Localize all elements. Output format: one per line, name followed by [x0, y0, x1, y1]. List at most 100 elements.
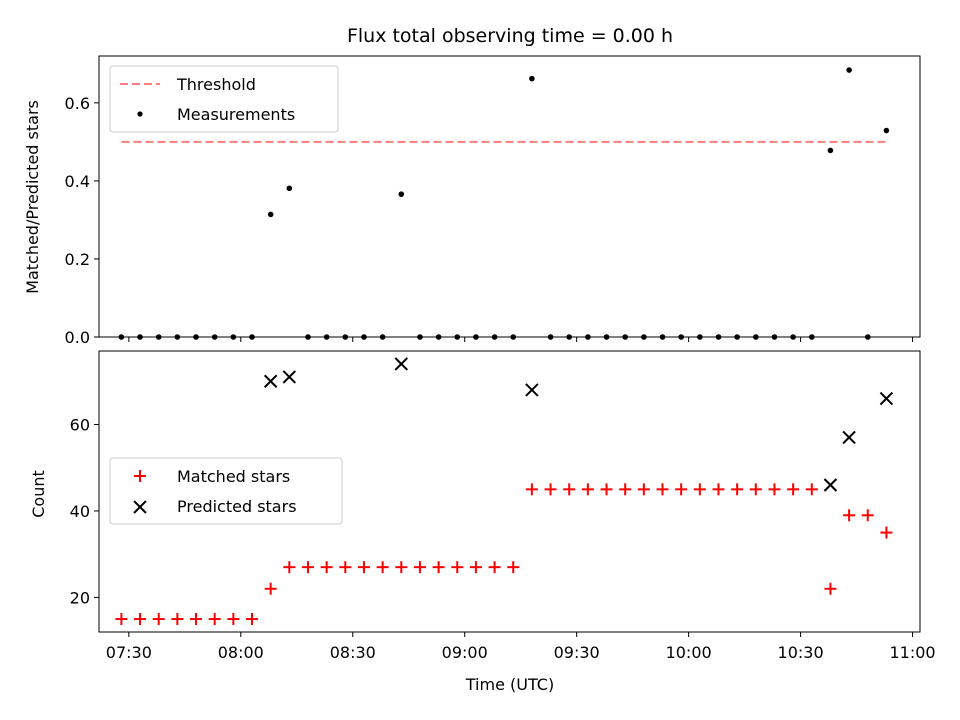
measurement-point — [864, 334, 871, 340]
measurement-point — [118, 334, 125, 340]
matched-star-point — [525, 483, 538, 496]
count-panel: 20 40 60 Count Matched stars Predicted sta… — [29, 350, 921, 633]
measurement-point — [193, 334, 199, 340]
matched-star-point — [320, 561, 333, 574]
x-tick-label: 07:30 — [106, 643, 152, 662]
x-tick-label: 09:00 — [442, 643, 488, 662]
x-axis: 07:30 08:00 08:30 09:00 09:30 10:00 10:30 11:00 — [106, 337, 936, 662]
measurement-point — [734, 334, 740, 340]
matched-star-point — [432, 561, 445, 574]
measurement-point — [827, 147, 834, 154]
measurement-point — [305, 334, 311, 340]
measurement-point — [883, 127, 890, 134]
matched-star-point — [880, 526, 893, 539]
measurement-point — [454, 334, 461, 340]
measurement-point — [249, 334, 255, 340]
legend-predicted-swatch — [133, 500, 147, 514]
measurement-point — [137, 334, 143, 340]
measurement-point — [715, 334, 722, 340]
measurement-point — [603, 334, 610, 340]
matched-star-point — [190, 613, 203, 626]
predicted-star-point — [879, 391, 894, 406]
measurement-point — [659, 334, 666, 340]
ratio-legend-box — [109, 65, 339, 133]
measurement-point — [622, 334, 628, 340]
measurement-point — [398, 191, 405, 197]
measurement-point — [566, 334, 573, 340]
measurement-point — [155, 334, 162, 340]
legend-measurements-swatch — [137, 111, 143, 117]
matched-star-point — [376, 561, 389, 574]
measurement-point — [342, 334, 349, 340]
measurement-point — [547, 334, 554, 340]
legend-matched-label: Matched stars — [177, 467, 290, 486]
measurement-point — [211, 334, 218, 340]
measurement-point — [323, 334, 330, 340]
measurement-point — [435, 334, 442, 340]
measurement-point — [361, 334, 367, 340]
matched-star-point — [301, 561, 314, 574]
measurement-point — [846, 67, 852, 73]
matched-star-point — [637, 483, 650, 496]
legend-predicted-label: Predicted stars — [177, 497, 297, 516]
x-tick-label: 10:00 — [666, 643, 712, 662]
count-y-tick-label: 20 — [70, 588, 90, 607]
x-tick-label: 11:00 — [889, 643, 935, 662]
matched-star-point — [357, 561, 370, 574]
matched-star-point — [227, 613, 240, 626]
measurement-point — [230, 334, 237, 340]
matched-star-point — [619, 483, 632, 496]
measurement-point — [174, 334, 181, 340]
legend-measurements-label: Measurements — [177, 105, 295, 124]
measurement-point — [529, 75, 535, 82]
ratio-panel: 0.0 0.2 0.4 0.6 Matched/Predicted stars Thr… — [23, 55, 921, 347]
matched-star-point — [693, 483, 706, 496]
ratio-legend: Threshold Measurements — [109, 65, 339, 133]
matched-star-point — [134, 613, 147, 626]
matched-star-point — [861, 509, 874, 522]
measurement-point — [678, 334, 684, 340]
count-y-tick-label: 60 — [70, 415, 90, 434]
predicted-star-point — [525, 383, 539, 397]
x-tick-label: 08:00 — [218, 643, 264, 662]
matched-star-point — [843, 509, 856, 522]
measurement-point — [641, 334, 647, 340]
measurement-point — [697, 334, 703, 340]
matched-star-point — [731, 483, 744, 496]
matched-star-point — [451, 561, 464, 574]
measurement-point — [771, 334, 778, 340]
measurement-point — [267, 211, 274, 218]
matched-star-point — [768, 483, 781, 496]
matched-star-point — [115, 613, 128, 626]
matched-star-point — [208, 613, 221, 626]
predicted-star-point — [842, 430, 856, 445]
predicted-star-point — [394, 357, 408, 371]
matched-star-point — [246, 613, 259, 626]
x-axis-label: Time (UTC) — [465, 675, 554, 694]
ratio-y-axis-label: Matched/Predicted stars — [23, 100, 42, 294]
chart-title: Flux total observing time = 0.00 h — [347, 25, 673, 47]
matched-star-point — [413, 561, 426, 574]
count-legend-box — [109, 457, 343, 525]
matched-star-point — [675, 483, 688, 496]
measurement-point — [510, 334, 517, 340]
matched-star-point — [469, 561, 482, 574]
matched-star-point — [656, 483, 669, 496]
ratio-y-tick-label: 0.6 — [65, 94, 90, 113]
matched-star-point — [488, 561, 501, 574]
matched-star-point — [563, 483, 576, 496]
predicted-star-point — [823, 478, 838, 492]
x-tick-label: 10:30 — [778, 643, 824, 662]
count-legend: Matched stars Predicted stars — [109, 457, 343, 525]
matched-star-point — [544, 483, 557, 496]
matched-star-point — [600, 483, 613, 496]
x-tick-label: 09:30 — [554, 643, 600, 662]
measurement-point — [286, 185, 293, 192]
measurement-point — [753, 334, 759, 340]
measurement-point — [808, 334, 815, 340]
ratio-y-tick-label: 0.2 — [65, 250, 90, 269]
matched-star-point — [283, 561, 296, 574]
count-panel-frame — [98, 350, 921, 633]
measurement-point — [473, 334, 479, 340]
matched-star-point — [264, 582, 277, 595]
